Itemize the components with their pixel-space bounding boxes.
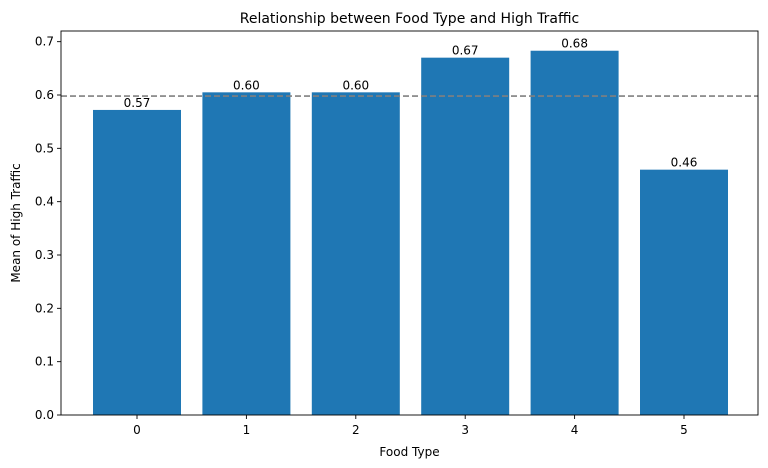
plot-area: 0.570.60 0.600.67 0.680.460.00.10.20.30.40…	[35, 30, 759, 437]
bar-5	[640, 169, 728, 415]
y-tick-label-4: 0.4	[35, 195, 54, 209]
bar-2	[311, 92, 400, 415]
data-label-4: 0.68	[561, 37, 588, 51]
y-tick-label-5: 0.5	[35, 141, 54, 155]
x-axis-label: Food Type	[379, 445, 439, 459]
bar-3	[421, 57, 510, 416]
axes-frame	[60, 30, 759, 416]
y-tick-label-6: 0.6	[35, 88, 54, 102]
bar-4	[530, 50, 619, 415]
x-tick-label-4: 4	[571, 423, 579, 437]
x-tick-label-1: 1	[243, 423, 251, 437]
x-tick-label-2: 2	[352, 423, 360, 437]
data-label-0: 0.57	[124, 96, 151, 110]
y-tick-label-2: 0.2	[35, 301, 54, 315]
chart-title: Relationship between Food Type and High …	[240, 11, 580, 27]
x-tick-label-0: 0	[133, 423, 141, 437]
bar-1	[202, 92, 291, 415]
data-label-1: 0.60	[233, 78, 260, 92]
y-tick-label-1: 0.1	[35, 355, 54, 369]
data-label-5: 0.46	[671, 156, 698, 170]
data-label-3: 0.67	[452, 44, 479, 58]
y-axis-label: Mean of High Traffic	[9, 163, 23, 282]
y-tick-label-3: 0.3	[35, 248, 54, 262]
y-tick-label-0: 0.0	[35, 408, 54, 422]
y-tick-label-7: 0.7	[35, 35, 54, 49]
x-tick-label-3: 3	[461, 423, 469, 437]
data-label-2: 0.60	[342, 78, 369, 92]
bar-0	[93, 109, 181, 415]
x-tick-label-5: 5	[680, 423, 688, 437]
